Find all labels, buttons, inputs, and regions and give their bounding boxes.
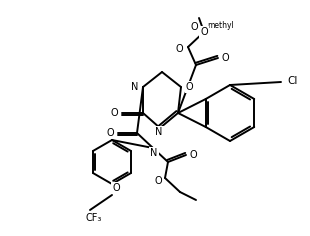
- Text: O: O: [112, 183, 120, 193]
- Text: N: N: [155, 127, 163, 137]
- Text: O: O: [222, 53, 230, 63]
- Text: N: N: [150, 148, 158, 158]
- Text: O: O: [186, 82, 194, 92]
- Text: O: O: [110, 108, 118, 118]
- Text: methyl: methyl: [207, 21, 234, 30]
- Text: O: O: [200, 27, 208, 37]
- Text: O: O: [154, 176, 162, 186]
- Text: CF₃: CF₃: [86, 213, 102, 223]
- Text: O: O: [190, 150, 198, 160]
- Text: Cl: Cl: [287, 76, 297, 86]
- Text: O: O: [190, 22, 198, 32]
- Text: O: O: [175, 44, 183, 54]
- Text: O: O: [106, 128, 114, 138]
- Text: N: N: [131, 82, 138, 92]
